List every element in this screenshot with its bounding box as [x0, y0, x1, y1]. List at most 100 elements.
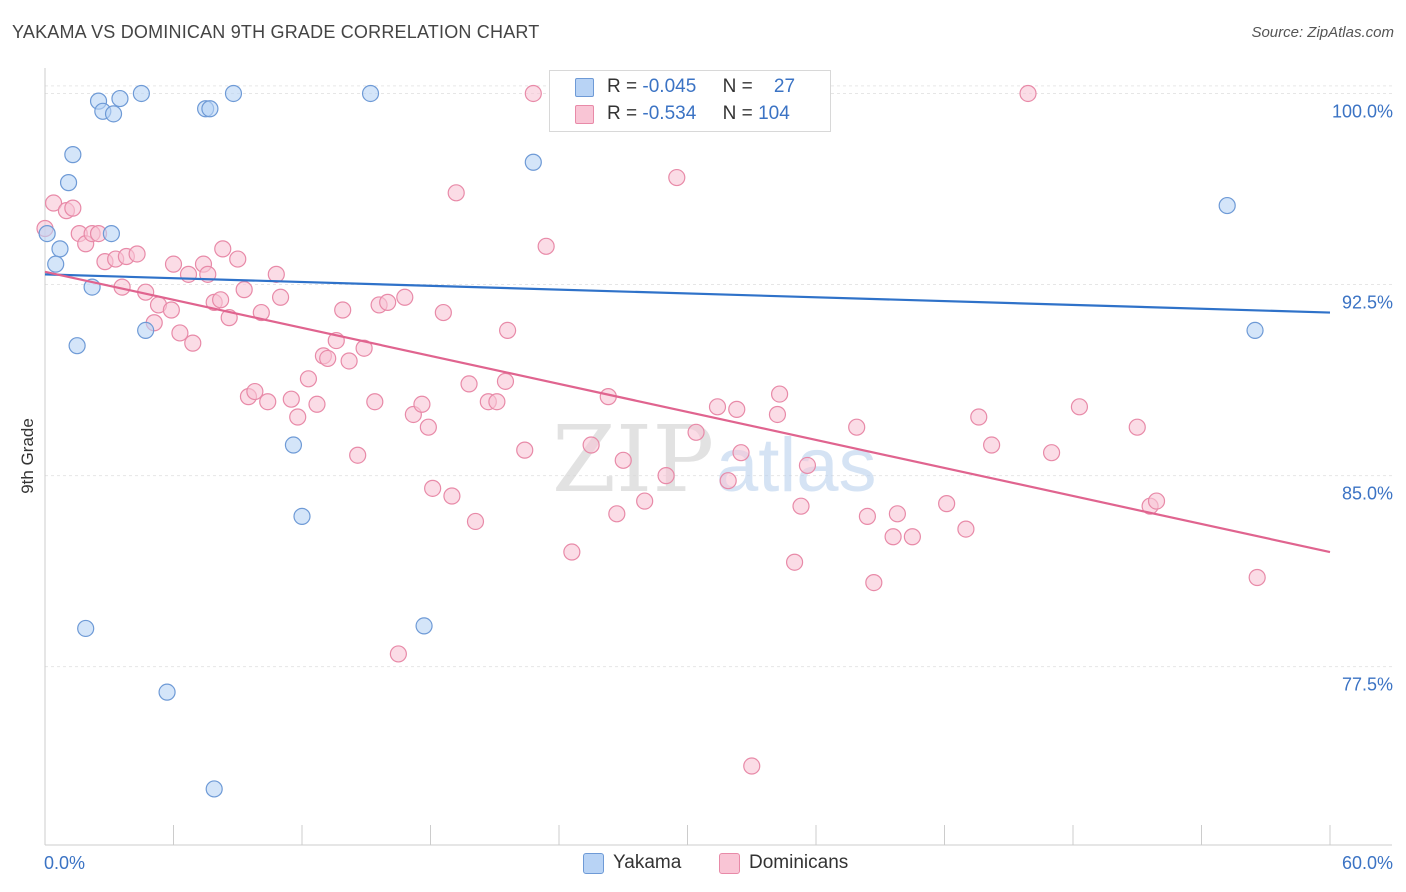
dominican-point — [657, 467, 675, 485]
dominican-point — [524, 84, 542, 103]
dominican-point — [537, 237, 555, 255]
dominican-point — [246, 382, 264, 401]
dominican-point — [496, 372, 515, 390]
dominican-point — [162, 301, 180, 319]
dominican-point — [888, 505, 906, 523]
dominican-point — [1248, 568, 1266, 587]
legend-n-value: 27 — [773, 76, 796, 97]
dominican-point — [903, 528, 921, 546]
yakama-point — [201, 100, 219, 118]
yakama-point — [293, 507, 311, 525]
legend-n-label: N = — [722, 76, 753, 97]
dominican-point — [499, 321, 517, 339]
dominican-point — [355, 339, 373, 357]
axis-labels: 77.5% 85.0% 92.5% 100.0% 0.0% 60.0% 9th Grade — [18, 101, 1393, 873]
dominican-point — [563, 543, 581, 561]
dominican-point — [419, 418, 437, 436]
dominican-point — [252, 303, 270, 322]
yakama-point — [415, 617, 433, 635]
yakama-point — [59, 174, 78, 192]
legend-n-value: 104 — [758, 103, 790, 124]
y-tick-label: 77.5% — [1342, 675, 1393, 695]
y-axis-label: 9th Grade — [18, 418, 37, 494]
dominican-point — [128, 245, 146, 263]
dominican-point — [983, 436, 1001, 454]
y-tick-label: 92.5% — [1342, 293, 1393, 313]
dominican-point — [732, 444, 750, 462]
dominican-point — [164, 255, 183, 273]
correlation-legend: R = -0.045 N = 27 R = -0.534 N = 104 — [549, 70, 831, 132]
yakama-point — [524, 153, 542, 171]
yakama-point — [132, 84, 150, 103]
watermark: ZIP atlas — [552, 406, 877, 513]
watermark-zip: ZIP — [552, 406, 714, 513]
yakama-point — [77, 619, 95, 638]
y-tick-label: 100.0% — [1332, 101, 1393, 121]
dominican-point — [1147, 492, 1166, 510]
dominican-point — [319, 349, 337, 368]
dominican-point — [460, 375, 478, 393]
chart-title: YAKAMA VS DOMINICAN 9TH GRADE CORRELATIO… — [12, 22, 540, 42]
dominican-trend-line — [44, 270, 1331, 554]
yakama-point — [51, 240, 69, 258]
yakama-point — [137, 321, 155, 339]
dominican-point — [1019, 84, 1037, 103]
watermark-atlas: atlas — [716, 423, 877, 508]
dominican-point — [267, 265, 285, 283]
dominican-point — [64, 199, 82, 217]
dominican-point — [614, 451, 632, 469]
dominican-point — [488, 393, 506, 411]
dominican-point — [719, 472, 737, 490]
yakama-point — [361, 84, 380, 103]
yakama-swatch-icon — [575, 78, 594, 97]
yakama-point — [64, 146, 82, 164]
dominican-point — [259, 393, 277, 411]
dominican-point — [396, 288, 414, 306]
dominican-point — [389, 645, 407, 663]
dominican-point — [379, 293, 397, 311]
dominican-point — [443, 487, 461, 505]
axes — [44, 68, 1392, 846]
yakama-point — [111, 89, 129, 108]
dominican-point — [466, 512, 485, 531]
dominican-point — [728, 400, 746, 418]
legend-r-label: R = — [607, 103, 638, 124]
dominican-point — [884, 528, 902, 546]
dominican-point — [299, 370, 318, 388]
dominican-point — [1042, 444, 1061, 462]
grid-lines — [45, 85, 1392, 668]
dominican-point — [957, 520, 975, 538]
dominican-point — [858, 507, 877, 525]
dominican-point — [792, 497, 810, 515]
dominican-point — [214, 240, 232, 258]
legend-r-value: -0.045 — [642, 76, 697, 97]
dominican-point — [349, 446, 367, 464]
legend-r-value: -0.534 — [642, 103, 697, 124]
dominican-point — [271, 288, 290, 306]
dominican-point — [44, 194, 63, 212]
dominican-point — [708, 398, 727, 416]
dominican-point — [424, 479, 442, 497]
x-tick-label: 60.0% — [1342, 853, 1393, 873]
dominican-point — [413, 395, 431, 413]
x-tick-label: 0.0% — [44, 853, 85, 873]
dominican-point — [848, 418, 866, 436]
dominican-point — [447, 184, 465, 202]
dominican-point — [308, 395, 326, 413]
dominican-point — [785, 553, 804, 571]
dominican-point — [434, 303, 452, 322]
dominican-point — [608, 505, 626, 523]
dominican-point — [768, 405, 787, 424]
dominican-point — [229, 250, 247, 268]
dominican-point — [582, 436, 600, 454]
y-tick-label: 85.0% — [1342, 484, 1393, 504]
dominican-legend-icon — [719, 853, 740, 874]
yakama-trend-line — [44, 273, 1331, 314]
dominican-point — [235, 281, 253, 299]
dominican-point — [970, 408, 988, 426]
yakama-point — [68, 337, 86, 355]
dominican-point — [282, 390, 300, 408]
yakama-point — [38, 224, 56, 243]
dominican-point — [865, 574, 883, 592]
legend-r-label: R = — [607, 76, 638, 97]
